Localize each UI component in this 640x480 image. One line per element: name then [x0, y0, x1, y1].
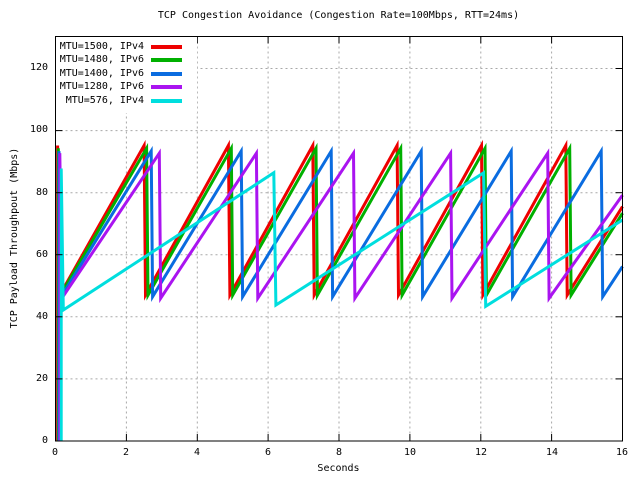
legend-line-sample-icon	[151, 71, 182, 76]
legend-label: MTU=1500, IPv4	[59, 40, 144, 52]
y-tick-label-60: 60	[35, 249, 48, 260]
legend-row: MTU=1500, IPv4	[56, 40, 197, 54]
series-line	[56, 139, 624, 441]
legend-line-sample-icon	[151, 98, 182, 103]
legend: MTU=1500, IPv4 MTU=1480, IPv6 MTU=1400, …	[56, 37, 197, 113]
x-tick-label-16: 16	[615, 447, 629, 458]
x-tick-label-12: 12	[474, 447, 488, 458]
x-tick-label-4: 4	[193, 447, 201, 458]
legend-row: MTU=1480, IPv6	[56, 54, 197, 68]
chart-title: TCP Congestion Avoidance (Congestion Rat…	[157, 10, 520, 21]
x-axis-label: Seconds	[317, 463, 360, 474]
series-line	[56, 142, 624, 441]
series-line	[57, 145, 624, 441]
legend-line-sample-icon	[151, 85, 182, 90]
x-tick-label-6: 6	[264, 447, 272, 458]
axis-ticks	[55, 36, 623, 442]
y-tick-label-20: 20	[35, 373, 48, 384]
legend-line-sample-icon	[151, 44, 182, 49]
legend-row: MTU=1400, IPv6	[56, 67, 197, 81]
legend-label: MTU=576, IPv4	[65, 94, 144, 106]
legend-row: MTU=576, IPv4	[56, 94, 197, 108]
y-tick-label-80: 80	[35, 187, 48, 198]
y-tick-label-0: 0	[41, 435, 48, 446]
y-tick-label-100: 100	[29, 124, 48, 135]
legend-label: MTU=1280, IPv6	[59, 81, 144, 93]
y-tick-label-120: 120	[29, 62, 48, 73]
series-line	[58, 148, 624, 441]
x-tick-label-14: 14	[545, 447, 559, 458]
x-tick-label-10: 10	[403, 447, 417, 458]
x-tick-label-2: 2	[122, 447, 130, 458]
legend-line-sample-icon	[151, 58, 182, 63]
y-axis-label: TCP Payload Throughpout (Mbps)	[9, 147, 20, 329]
legend-row: MTU=1280, IPv6	[56, 81, 197, 95]
y-tick-label-40: 40	[35, 311, 48, 322]
series-line	[59, 168, 624, 441]
legend-label: MTU=1400, IPv6	[59, 67, 144, 79]
x-tick-label-8: 8	[335, 447, 343, 458]
x-tick-label-0: 0	[51, 447, 59, 458]
legend-label: MTU=1480, IPv6	[59, 54, 144, 66]
